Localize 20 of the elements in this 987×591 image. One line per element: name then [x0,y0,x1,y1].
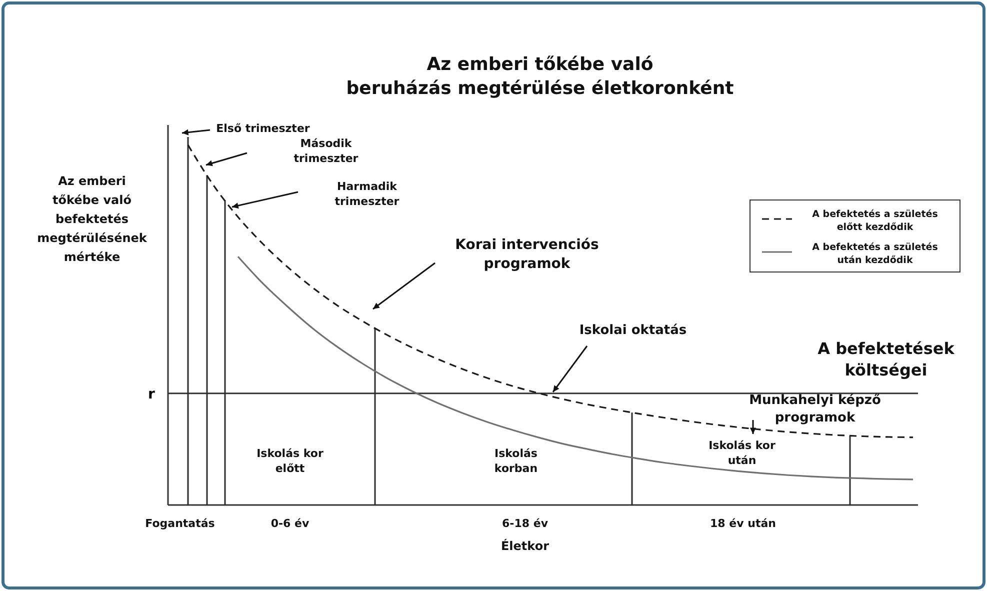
annotation: Iskolás korban [494,447,538,475]
annotation: Korai intervenciós programok [455,237,599,272]
legend-label: A befektetés a születés után kezdődik [812,242,938,266]
x-axis-title: Életkor [500,538,550,553]
y-axis-title: Az emberi tőkébe való befektetés megtérülésének mértéke [37,174,148,264]
legend-label: A befektetés a születés előtt kezdődik [812,209,938,233]
chart-title: Az emberi tőkébe való beruházás megtérülése életkoronként [346,54,734,99]
annotation: Iskolás kor előtt [256,447,324,475]
text: 18 év után [710,517,776,530]
annotation: Harmadik trimeszter [334,180,400,208]
annotation: Iskolás kor után [708,439,776,467]
annotation: Második trimeszter [294,137,359,165]
ref-line-label: r [148,386,155,402]
text: Fogantatás [145,517,216,530]
text: Első trimeszter [216,122,310,135]
annotation: A befektetések költségei [818,339,955,380]
annotation: Munkahelyi képző programok [749,393,881,426]
text: 6-18 év [502,517,549,530]
annotation: Iskolai oktatás [579,323,687,338]
text: 0-6 év [270,517,310,530]
